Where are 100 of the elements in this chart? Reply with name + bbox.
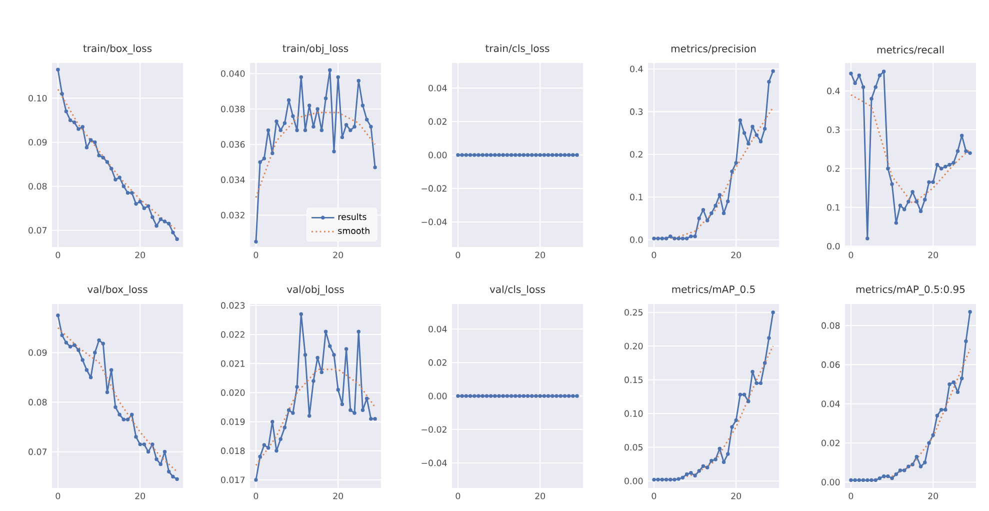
point: [701, 464, 706, 468]
point: [93, 350, 97, 354]
point: [114, 405, 118, 410]
point: [722, 211, 726, 216]
point: [258, 160, 262, 164]
y-tick-label: 0.04: [822, 400, 840, 408]
y-tick-label: 0.15: [624, 376, 643, 384]
point: [142, 206, 146, 210]
point: [693, 234, 697, 238]
x-tick-label: 20: [333, 492, 344, 500]
point: [118, 412, 122, 416]
point: [680, 236, 685, 240]
point: [373, 416, 377, 421]
point: [853, 478, 857, 482]
y-tick-label: 0.038: [221, 106, 245, 112]
point: [166, 470, 171, 474]
point: [866, 236, 870, 240]
point: [697, 216, 701, 220]
y-tick-label: 0.032: [221, 212, 244, 218]
y-tick-label: 0.036: [221, 141, 245, 148]
y-tick-label: 0.3: [630, 108, 643, 115]
point: [910, 190, 914, 194]
y-tick-label: 0.20: [624, 342, 643, 350]
point: [84, 146, 89, 150]
point: [676, 477, 680, 481]
y-tick-label: 0.04: [428, 326, 447, 332]
point: [332, 150, 336, 154]
point: [109, 368, 114, 372]
point: [278, 437, 282, 442]
point: [960, 376, 964, 380]
point: [105, 390, 110, 394]
point: [738, 118, 742, 122]
x-tick-label: 0: [652, 252, 656, 258]
point: [142, 442, 146, 446]
point: [307, 414, 312, 418]
point: [373, 166, 377, 170]
point: [72, 120, 76, 124]
point: [254, 240, 258, 244]
point: [878, 74, 882, 78]
x-tick-label: 20: [535, 492, 546, 500]
point: [960, 134, 964, 138]
point: [890, 182, 894, 186]
point: [150, 442, 154, 446]
point: [672, 478, 676, 482]
point: [344, 123, 348, 127]
point: [340, 402, 344, 406]
y-tick-label: 0.021: [221, 360, 244, 367]
y-tick-label: 0.019: [221, 418, 245, 426]
point: [948, 382, 952, 386]
point: [689, 471, 693, 475]
point: [742, 392, 746, 397]
point: [750, 124, 754, 128]
point: [154, 224, 158, 228]
point: [898, 204, 902, 208]
x-tick-label: 20: [535, 252, 546, 258]
point: [126, 190, 130, 195]
point: [150, 215, 154, 219]
point: [935, 414, 940, 418]
x-tick-label: 0: [254, 492, 258, 500]
chart-title: metrics/recall: [877, 46, 944, 54]
point: [336, 75, 340, 80]
y-tick-label: −0.04: [422, 218, 447, 226]
y-tick-label: 0.04: [428, 84, 447, 92]
y-tick-label: 0.08: [28, 182, 47, 190]
point: [274, 448, 278, 453]
point: [93, 140, 97, 144]
point: [68, 118, 72, 122]
point: [299, 75, 303, 80]
point: [705, 466, 710, 470]
point: [332, 352, 336, 357]
y-tick-label: 0.023: [221, 302, 245, 309]
point: [746, 142, 750, 146]
point: [266, 446, 270, 450]
y-tick-label: 0.034: [221, 176, 245, 184]
point: [906, 200, 910, 204]
x-tick-label: 0: [56, 252, 60, 258]
y-tick-label: 0.2: [630, 151, 642, 158]
point: [910, 462, 914, 466]
legend-label: smooth: [338, 227, 370, 234]
point: [660, 478, 664, 482]
point: [968, 310, 972, 314]
point: [664, 478, 668, 482]
point: [295, 128, 299, 132]
point: [758, 381, 763, 386]
point: [693, 474, 697, 478]
point: [114, 178, 118, 182]
point: [927, 180, 931, 184]
point: [352, 124, 356, 129]
y-tick-label: 0.00: [822, 478, 840, 486]
point: [762, 361, 767, 365]
point: [861, 85, 866, 89]
y-tick-label: 0.25: [624, 309, 643, 316]
point: [718, 193, 722, 197]
point: [771, 69, 775, 73]
y-tick-label: 0.02: [822, 440, 840, 446]
y-tick-label: 0.00: [624, 478, 643, 484]
point: [730, 425, 734, 429]
point: [130, 190, 134, 195]
point: [282, 121, 287, 126]
point: [320, 128, 324, 132]
